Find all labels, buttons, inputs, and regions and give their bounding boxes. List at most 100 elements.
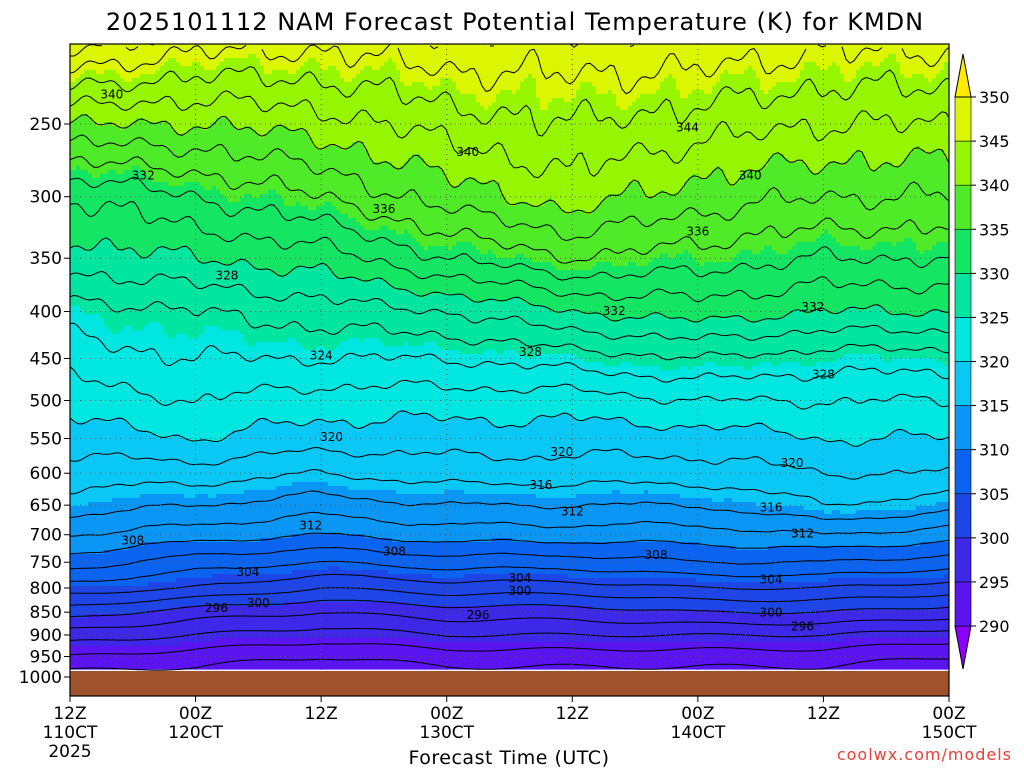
fill-band (320, 418, 325, 483)
fill-band (308, 350, 313, 423)
fill-band (88, 554, 93, 587)
fill-band (780, 582, 785, 615)
fill-band (280, 638, 285, 670)
fill-band (220, 262, 225, 331)
fill-band (524, 78, 529, 203)
fill-band (528, 206, 533, 259)
fill-band (816, 642, 821, 670)
fill-band (768, 642, 773, 670)
fill-band (200, 578, 205, 607)
fill-band (824, 310, 829, 363)
fill-band (808, 546, 813, 583)
fill-band (612, 578, 617, 611)
fill-band (476, 642, 481, 670)
fill-band (684, 44, 689, 99)
fill-band (812, 582, 817, 615)
fill-band (280, 278, 285, 343)
contour-300 (70, 599, 949, 618)
fill-band (480, 606, 485, 643)
fill-band (620, 362, 625, 419)
fill-band (548, 198, 553, 263)
fill-band (152, 182, 157, 251)
fill-band (140, 330, 145, 431)
fill-band (228, 58, 233, 123)
fill-band (708, 262, 713, 319)
fill-band (336, 278, 341, 347)
fill-band (432, 342, 437, 419)
fill-band (444, 78, 449, 179)
fill-band (828, 642, 833, 670)
fill-band (572, 270, 577, 311)
fill-band (516, 44, 521, 91)
fill-band (900, 546, 905, 579)
fill-band (368, 230, 373, 283)
contour-label: 332 (132, 168, 155, 182)
fill-band (824, 362, 829, 443)
fill-band (744, 550, 749, 583)
fill-band (592, 44, 597, 87)
fill-band (756, 170, 761, 255)
fill-band (660, 578, 665, 611)
fill-band (156, 70, 161, 123)
fill-band (592, 86, 597, 211)
fill-band (656, 258, 661, 315)
fill-band (332, 486, 337, 535)
fill-band (436, 642, 441, 670)
fill-band (376, 570, 381, 603)
fill-band (220, 118, 225, 195)
fill-band (824, 582, 829, 611)
fill-band (692, 578, 697, 611)
x-tick-label: 12Z (807, 704, 840, 724)
fill-band (456, 606, 461, 643)
fill-band (132, 430, 137, 499)
fill-band (384, 570, 389, 603)
fill-band (768, 506, 773, 547)
fill-band (264, 418, 269, 491)
fill-band (232, 606, 237, 639)
fill-band (380, 342, 385, 423)
fill-band (696, 178, 701, 263)
fill-band (120, 550, 125, 587)
fill-band (364, 538, 369, 571)
fill-band (304, 206, 309, 267)
fill-band (472, 246, 477, 303)
fill-band (352, 534, 357, 571)
fill-band (468, 94, 473, 179)
fill-band (732, 258, 737, 315)
fill-band (536, 306, 541, 355)
fill-band (552, 98, 557, 203)
fill-band (676, 90, 681, 195)
fill-band (947, 542, 949, 575)
fill-band (500, 194, 505, 259)
fill-band (604, 318, 609, 367)
fill-band (340, 602, 345, 639)
fill-band (120, 174, 125, 251)
fill-band (304, 350, 309, 427)
fill-band (480, 494, 485, 543)
fill-band (204, 606, 209, 643)
fill-band (460, 182, 465, 243)
fill-band (400, 290, 405, 347)
credit-link[interactable]: coolwx.com/models (837, 745, 1012, 764)
fill-band (544, 262, 549, 307)
fill-band (128, 498, 133, 547)
fill-band (728, 186, 733, 263)
fill-band (912, 510, 917, 547)
fill-band (860, 510, 865, 547)
fill-band (208, 498, 213, 543)
fill-band (264, 574, 269, 607)
fill-band (436, 578, 441, 607)
fill-band (252, 638, 257, 670)
fill-band (156, 122, 161, 183)
fill-band (940, 70, 945, 151)
fill-band (656, 314, 661, 367)
fill-band (156, 438, 161, 495)
fill-band (428, 606, 433, 643)
fill-band (464, 542, 469, 575)
fill-band (596, 314, 601, 363)
fill-band (568, 414, 573, 499)
fill-band (472, 494, 477, 543)
fill-band (764, 44, 769, 95)
fill-band (632, 182, 637, 263)
fill-band (408, 44, 413, 87)
